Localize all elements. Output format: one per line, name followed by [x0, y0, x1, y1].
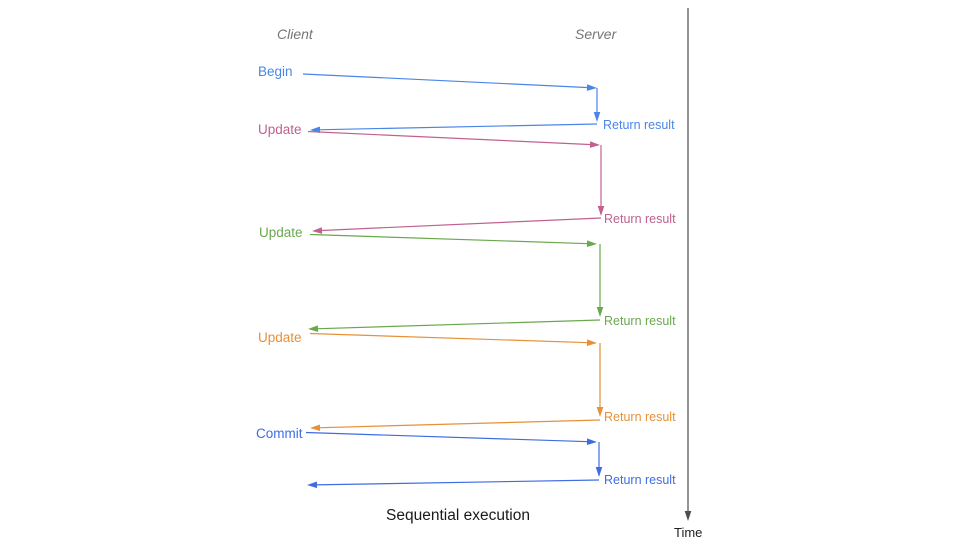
return-label: Return result [604, 473, 676, 487]
exchange-update-3: Update Return result [258, 330, 676, 432]
request-line [305, 431, 590, 443]
server-column-label: Server [575, 26, 618, 42]
return-label: Return result [604, 212, 676, 226]
processing-arrowhead [593, 112, 601, 122]
request-arrowhead [589, 141, 600, 148]
time-axis: Time [674, 8, 702, 540]
request-arrowhead [586, 84, 597, 91]
return-arrowhead [307, 481, 318, 489]
exchange-begin: Begin Return result [258, 64, 675, 134]
request-line [307, 130, 593, 146]
return-line [313, 479, 600, 486]
request-arrowhead [586, 438, 597, 445]
processing-arrowhead [595, 467, 603, 477]
return-arrowhead [310, 424, 321, 432]
exchange-commit: Commit Return result [256, 426, 676, 489]
return-line [318, 217, 602, 232]
return-arrowhead [312, 227, 323, 234]
return-line [316, 123, 598, 131]
processing-arrowhead [596, 307, 604, 317]
request-line [309, 332, 590, 344]
request-label: Commit [256, 426, 303, 441]
exchange-update-1: Update Return result [258, 122, 676, 234]
exchange-update-2: Update Return result [259, 225, 676, 333]
return-line [316, 419, 601, 429]
return-arrowhead [308, 325, 319, 333]
request-label: Begin [258, 64, 293, 79]
processing-arrowhead [597, 206, 605, 216]
request-label: Update [258, 122, 302, 137]
return-label: Return result [603, 118, 675, 132]
client-column-label: Client [277, 26, 314, 42]
return-label: Return result [604, 410, 676, 424]
request-line [309, 233, 590, 245]
return-label: Return result [604, 314, 676, 328]
return-line [314, 319, 601, 330]
time-axis-label: Time [674, 525, 702, 540]
time-axis-arrowhead [684, 511, 692, 521]
request-label: Update [258, 330, 302, 345]
request-arrowhead [586, 339, 597, 346]
diagram-title: Sequential execution [386, 507, 530, 524]
processing-arrowhead [596, 407, 604, 417]
request-label: Update [259, 225, 303, 240]
request-line [302, 73, 590, 89]
request-arrowhead [586, 240, 597, 247]
